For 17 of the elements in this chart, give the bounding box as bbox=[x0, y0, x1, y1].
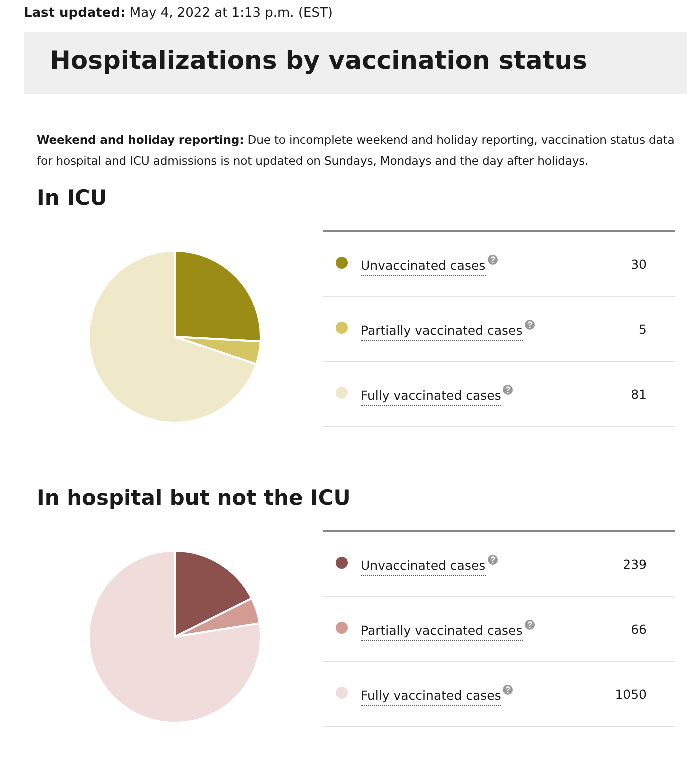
text: Hospitalizations by vaccination status bbox=[24, 32, 687, 94]
data-label: 5 bbox=[612, 296, 675, 362]
data-label: 239 bbox=[594, 531, 675, 596]
text: Last updated: May 4, 2022 at 1:13 p.m. (EST) bbox=[23, 5, 334, 23]
data-label: 81 bbox=[612, 362, 675, 426]
legend-label: Fully vaccinated cases bbox=[361, 688, 502, 706]
legend-label: Unvaccinated cases bbox=[361, 258, 486, 276]
legend-label: Partially vaccinated cases bbox=[361, 323, 523, 342]
text: Weekend and holiday reporting: Due to incomplete weekend and holiday reporting, vaccination status data for hospital and ICU admissions is not updated on Sundays, Mondays and the day after holidays. bbox=[36, 132, 676, 170]
chart-title: In ICU bbox=[37, 186, 108, 210]
legend-label: Fully vaccinated cases bbox=[361, 388, 502, 406]
legend-label: Partially vaccinated cases bbox=[361, 623, 523, 642]
data-label: 30 bbox=[612, 231, 675, 296]
legend-label: Unvaccinated cases bbox=[361, 558, 486, 576]
data-label: 66 bbox=[594, 596, 675, 662]
chart-title: In hospital but not the ICU bbox=[37, 486, 351, 510]
data-label: 1050 bbox=[594, 662, 675, 726]
